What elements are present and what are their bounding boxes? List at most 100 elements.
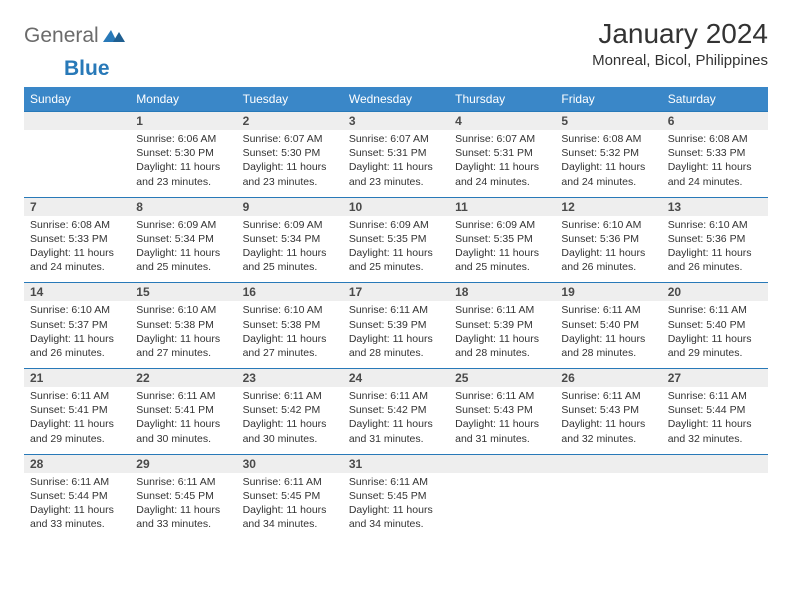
daynum-row: 28293031 [24, 454, 768, 473]
hdr-wednesday: Wednesday [343, 87, 449, 112]
hdr-sunday: Sunday [24, 87, 130, 112]
day-line: Sunset: 5:37 PM [30, 318, 124, 332]
day-line: Daylight: 11 hours and 24 minutes. [30, 246, 124, 274]
day-number: 24 [343, 369, 449, 388]
day-line: Sunset: 5:42 PM [243, 403, 337, 417]
day-line: Daylight: 11 hours and 26 minutes. [30, 332, 124, 360]
day-line: Sunset: 5:40 PM [668, 318, 762, 332]
day-line: Daylight: 11 hours and 23 minutes. [243, 160, 337, 188]
day-line: Sunset: 5:30 PM [243, 146, 337, 160]
day-number: 17 [343, 283, 449, 302]
day-number: 13 [662, 197, 768, 216]
day-cell: Sunrise: 6:09 AMSunset: 5:35 PMDaylight:… [343, 216, 449, 283]
day-number: 29 [130, 454, 236, 473]
day-line: Sunrise: 6:11 AM [243, 389, 337, 403]
day-line: Daylight: 11 hours and 34 minutes. [243, 503, 337, 531]
day-line: Sunset: 5:41 PM [136, 403, 230, 417]
day-cell: Sunrise: 6:07 AMSunset: 5:30 PMDaylight:… [237, 130, 343, 197]
day-line: Sunset: 5:36 PM [668, 232, 762, 246]
content-row: Sunrise: 6:08 AMSunset: 5:33 PMDaylight:… [24, 216, 768, 283]
day-line: Daylight: 11 hours and 33 minutes. [30, 503, 124, 531]
day-line: Sunset: 5:30 PM [136, 146, 230, 160]
day-line: Sunrise: 6:11 AM [349, 475, 443, 489]
day-line: Sunrise: 6:08 AM [668, 132, 762, 146]
hdr-thursday: Thursday [449, 87, 555, 112]
day-line: Sunset: 5:34 PM [136, 232, 230, 246]
content-row: Sunrise: 6:11 AMSunset: 5:41 PMDaylight:… [24, 387, 768, 454]
day-line: Sunrise: 6:11 AM [668, 389, 762, 403]
day-line: Sunset: 5:34 PM [243, 232, 337, 246]
day-line: Sunset: 5:33 PM [668, 146, 762, 160]
day-line: Sunrise: 6:11 AM [30, 475, 124, 489]
day-number: 14 [24, 283, 130, 302]
day-line: Sunrise: 6:10 AM [243, 303, 337, 317]
day-line: Sunrise: 6:10 AM [30, 303, 124, 317]
day-line: Daylight: 11 hours and 28 minutes. [349, 332, 443, 360]
day-number: 8 [130, 197, 236, 216]
day-number: 12 [555, 197, 661, 216]
day-cell: Sunrise: 6:08 AMSunset: 5:32 PMDaylight:… [555, 130, 661, 197]
day-cell: Sunrise: 6:10 AMSunset: 5:38 PMDaylight:… [130, 301, 236, 368]
hdr-tuesday: Tuesday [237, 87, 343, 112]
day-line: Sunrise: 6:10 AM [136, 303, 230, 317]
day-cell: Sunrise: 6:11 AMSunset: 5:45 PMDaylight:… [130, 473, 236, 540]
day-line: Daylight: 11 hours and 32 minutes. [668, 417, 762, 445]
day-number: 1 [130, 112, 236, 131]
day-line: Sunset: 5:40 PM [561, 318, 655, 332]
day-number [24, 112, 130, 131]
day-line: Sunset: 5:38 PM [243, 318, 337, 332]
day-line: Sunrise: 6:09 AM [349, 218, 443, 232]
day-line: Daylight: 11 hours and 28 minutes. [455, 332, 549, 360]
day-cell: Sunrise: 6:11 AMSunset: 5:40 PMDaylight:… [662, 301, 768, 368]
day-line: Sunrise: 6:11 AM [136, 389, 230, 403]
day-cell: Sunrise: 6:11 AMSunset: 5:42 PMDaylight:… [237, 387, 343, 454]
day-number [662, 454, 768, 473]
day-number: 5 [555, 112, 661, 131]
day-cell [555, 473, 661, 540]
day-number: 18 [449, 283, 555, 302]
day-line: Sunrise: 6:11 AM [455, 303, 549, 317]
day-line: Daylight: 11 hours and 31 minutes. [455, 417, 549, 445]
day-line: Sunrise: 6:07 AM [243, 132, 337, 146]
day-line: Sunset: 5:36 PM [561, 232, 655, 246]
day-number: 10 [343, 197, 449, 216]
day-cell: Sunrise: 6:10 AMSunset: 5:37 PMDaylight:… [24, 301, 130, 368]
day-cell: Sunrise: 6:11 AMSunset: 5:45 PMDaylight:… [237, 473, 343, 540]
day-line: Sunrise: 6:10 AM [668, 218, 762, 232]
day-line: Sunrise: 6:06 AM [136, 132, 230, 146]
day-cell: Sunrise: 6:09 AMSunset: 5:34 PMDaylight:… [237, 216, 343, 283]
calendar-body: 123456Sunrise: 6:06 AMSunset: 5:30 PMDay… [24, 112, 768, 540]
day-cell: Sunrise: 6:09 AMSunset: 5:35 PMDaylight:… [449, 216, 555, 283]
day-number: 2 [237, 112, 343, 131]
day-line: Daylight: 11 hours and 25 minutes. [349, 246, 443, 274]
day-cell: Sunrise: 6:11 AMSunset: 5:41 PMDaylight:… [130, 387, 236, 454]
day-line: Daylight: 11 hours and 29 minutes. [30, 417, 124, 445]
day-line: Daylight: 11 hours and 32 minutes. [561, 417, 655, 445]
day-header-row: Sunday Monday Tuesday Wednesday Thursday… [24, 87, 768, 112]
day-line: Sunrise: 6:09 AM [243, 218, 337, 232]
brand-part1: General [24, 24, 99, 48]
day-line: Sunrise: 6:11 AM [349, 303, 443, 317]
day-number: 31 [343, 454, 449, 473]
day-line: Daylight: 11 hours and 26 minutes. [561, 246, 655, 274]
day-cell: Sunrise: 6:10 AMSunset: 5:36 PMDaylight:… [662, 216, 768, 283]
day-line: Sunrise: 6:11 AM [561, 389, 655, 403]
day-cell: Sunrise: 6:07 AMSunset: 5:31 PMDaylight:… [343, 130, 449, 197]
day-cell [24, 130, 130, 197]
logo-triangle-icon [103, 26, 125, 47]
day-line: Daylight: 11 hours and 31 minutes. [349, 417, 443, 445]
day-line: Daylight: 11 hours and 26 minutes. [668, 246, 762, 274]
day-line: Sunset: 5:39 PM [349, 318, 443, 332]
day-line: Daylight: 11 hours and 24 minutes. [668, 160, 762, 188]
day-number: 19 [555, 283, 661, 302]
day-line: Daylight: 11 hours and 23 minutes. [136, 160, 230, 188]
day-number: 30 [237, 454, 343, 473]
day-line: Sunset: 5:39 PM [455, 318, 549, 332]
daynum-row: 78910111213 [24, 197, 768, 216]
day-line: Sunrise: 6:11 AM [561, 303, 655, 317]
day-cell: Sunrise: 6:11 AMSunset: 5:41 PMDaylight:… [24, 387, 130, 454]
day-line: Daylight: 11 hours and 23 minutes. [349, 160, 443, 188]
day-line: Sunset: 5:45 PM [136, 489, 230, 503]
day-line: Sunset: 5:35 PM [349, 232, 443, 246]
day-number: 11 [449, 197, 555, 216]
